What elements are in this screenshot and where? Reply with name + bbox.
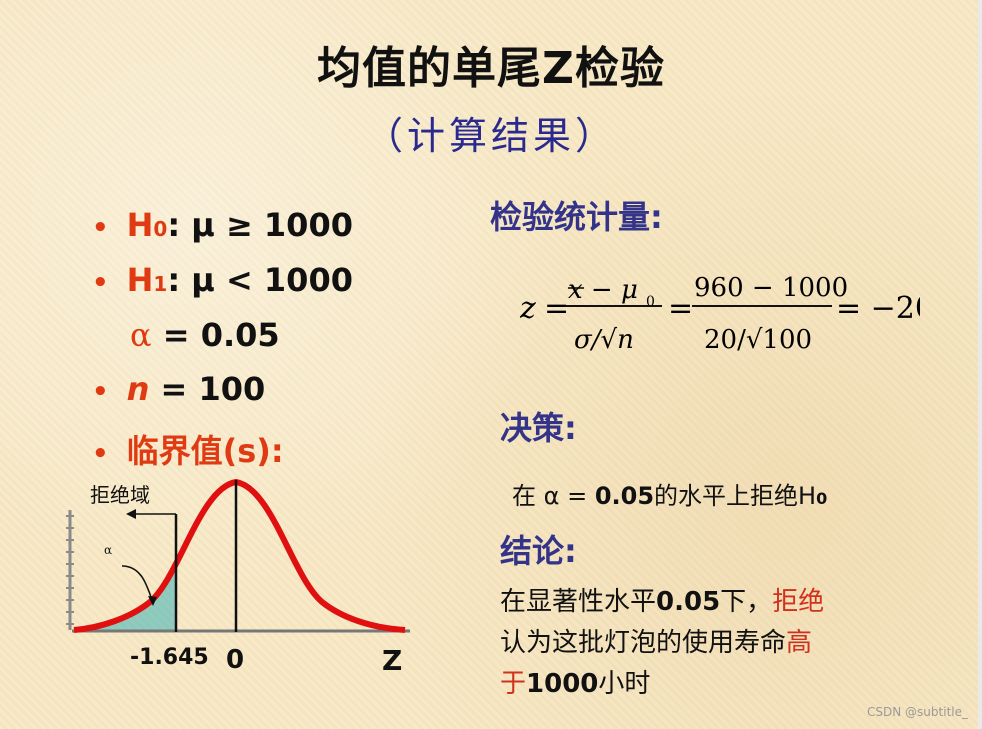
- formula-num1: x − μ: [568, 275, 638, 305]
- slide-subtitle: （计算结果）: [364, 114, 617, 158]
- bullet-dot: •: [92, 377, 109, 407]
- alpha-label: α: [104, 543, 112, 557]
- conclusion-heading: 结论:: [500, 532, 577, 570]
- bullet-critical: • 临界值(s):: [92, 432, 284, 470]
- normal-curve-diagram: 拒绝域 α -1.645 0 Z: [66, 478, 410, 677]
- alpha-pointer: [121, 565, 153, 601]
- z-axis-label: Z: [382, 644, 402, 677]
- formula-result: = −20: [836, 291, 920, 326]
- decision-heading: 决策:: [500, 409, 577, 447]
- conclusion-text: 在显著性水平0.05下，拒绝 认为这批灯泡的使用寿命高 于1000小时: [500, 582, 920, 705]
- watermark: CSDN @subtitle_: [867, 705, 968, 719]
- formula-num2: 960 − 1000: [694, 273, 848, 303]
- bullet-h0: • H0: μ ≥ 1000: [92, 206, 353, 244]
- stat-heading: 检验统计量:: [490, 198, 663, 236]
- bullet-dot: •: [92, 213, 109, 243]
- bullet-h1: • H1: μ < 1000: [92, 261, 353, 299]
- formula-eq1: =: [544, 291, 569, 326]
- bullet-dot: •: [92, 439, 109, 469]
- conclusion-line-3: 于1000小时: [500, 669, 651, 699]
- zero-tick-label: 0: [226, 645, 244, 675]
- decision-text: 在 α = 0.05的水平上拒绝H0: [512, 482, 828, 510]
- conclusion-line-2: 认为这批灯泡的使用寿命高: [500, 628, 813, 658]
- bullet-alpha: α = 0.05: [130, 316, 280, 354]
- reject-region-label: 拒绝域: [90, 483, 150, 507]
- alpha-pointer-head: [148, 596, 157, 606]
- z-formula: z = x − μ 0 σ/√n = 960 − 1000 20/√100 = …: [520, 273, 920, 355]
- formula-den1: σ/√n: [574, 325, 634, 355]
- formula-num1-sub: 0: [646, 294, 655, 310]
- bullet-n: • n = 100: [92, 370, 266, 408]
- slide-title: 均值的单尾Z检验: [317, 43, 665, 94]
- critical-tick-label: -1.645: [130, 645, 209, 670]
- formula-eq2: =: [668, 291, 693, 326]
- slide-border: [978, 0, 982, 729]
- y-axis-ticks: [66, 515, 74, 625]
- formula-z: z: [520, 291, 536, 326]
- rejection-region: [74, 566, 176, 630]
- formula-den2: 20/√100: [704, 325, 812, 355]
- bullet-dot: •: [92, 268, 109, 298]
- conclusion-line-1: 在显著性水平0.05下，拒绝: [500, 587, 825, 617]
- reject-arrow-head: [126, 509, 136, 519]
